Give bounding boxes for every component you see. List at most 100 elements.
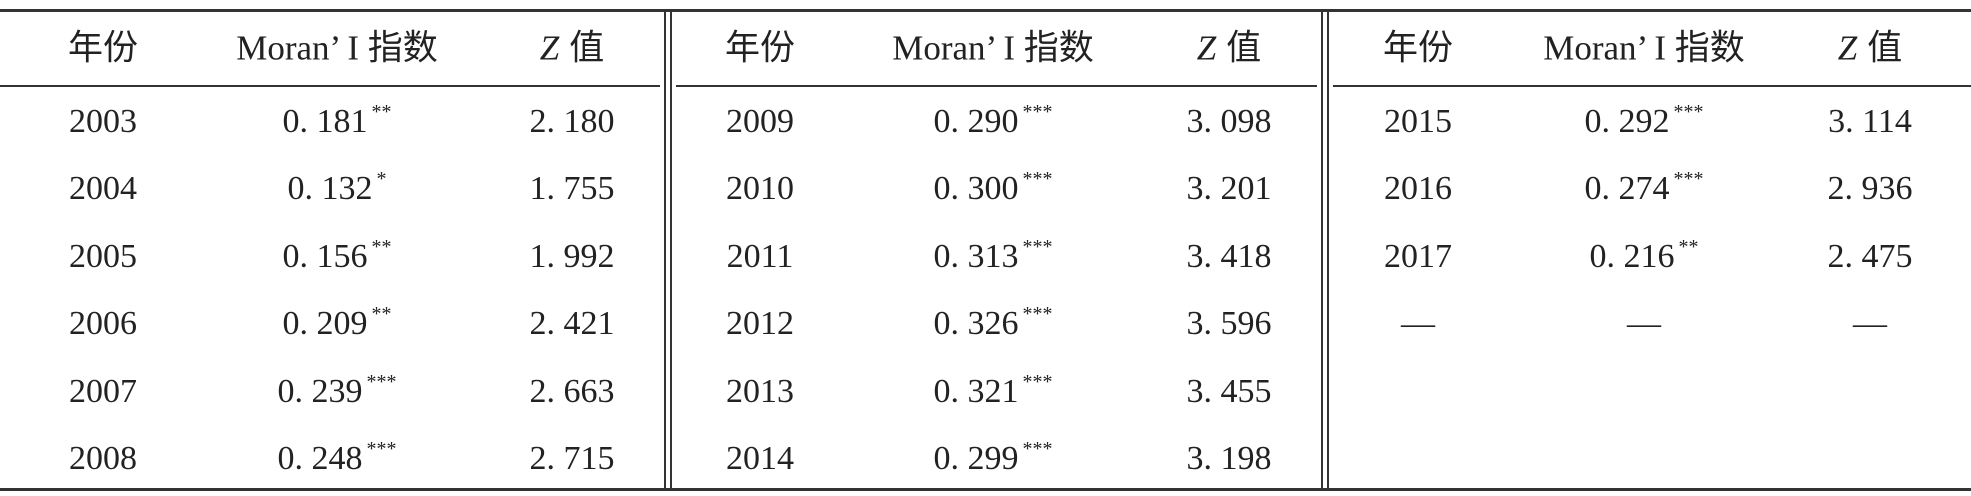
table-cell: — [1627, 305, 1661, 343]
table-cell: 2016 [1384, 170, 1452, 208]
table-cell: 2012 [726, 305, 794, 343]
moran-value: 0. 299 [933, 440, 1019, 477]
significance: *** [1022, 370, 1053, 393]
header-text: Moran’ I 指数 [1543, 28, 1745, 68]
moran-value: 0. 181 [282, 103, 368, 140]
significance: ** [371, 303, 392, 326]
significance: ** [371, 101, 392, 123]
divider [670, 9, 672, 491]
significance: *** [1022, 438, 1053, 460]
significance: *** [366, 370, 397, 393]
table-cell: 2. 475 [1827, 237, 1913, 275]
table-cell: 3. 418 [1186, 237, 1272, 275]
table-cell: 3. 098 [1186, 103, 1272, 140]
table-cell: 2. 180 [529, 103, 615, 140]
column-header: Moran’ I 指数 [892, 31, 1094, 66]
table-cell: 0. 209 ** [282, 304, 392, 343]
table-cell: 2006 [69, 305, 137, 343]
significance: * [376, 168, 387, 191]
table-cell: 2. 421 [529, 305, 615, 343]
table-cell: 3. 114 [1828, 103, 1912, 140]
top-rule [0, 9, 1971, 12]
significance: ** [371, 235, 392, 258]
table-cell: 0. 321 *** [933, 372, 1053, 410]
header-rule [676, 85, 1317, 87]
table-cell: 1. 992 [529, 237, 615, 275]
moran-value: 0. 209 [282, 305, 368, 343]
table-cell: — [1401, 305, 1435, 343]
table-cell: 0. 313 *** [933, 237, 1053, 275]
table-cell: 0. 290 *** [933, 102, 1053, 140]
table-cell: 0. 326 *** [934, 304, 1053, 341]
moran-value: 0. 132 [287, 170, 373, 208]
table-cell: 0. 216 ** [1589, 237, 1699, 275]
divider [1321, 9, 1323, 491]
table-cell: 0. 299 *** [933, 439, 1053, 477]
header-text: Z [1196, 28, 1217, 68]
table-cell: 0. 156 ** [282, 237, 392, 275]
significance: ** [1678, 235, 1699, 258]
moran-value: 0. 239 [277, 372, 363, 410]
table-cell: 0. 300 *** [933, 169, 1053, 208]
header-text: 值 [1867, 28, 1903, 68]
moran-value: 0. 248 [277, 440, 363, 477]
moran-value: 0. 290 [933, 103, 1019, 140]
table-cell: 2015 [1384, 103, 1452, 140]
significance: *** [1022, 235, 1053, 258]
header-text: 年份 [67, 28, 139, 68]
table-cell: — [1853, 305, 1887, 343]
header-text: Moran’ I 指数 [236, 28, 438, 68]
table-cell: 0. 132 * [287, 169, 387, 208]
table-cell: 2003 [69, 103, 137, 140]
divider [1327, 9, 1329, 491]
table-cell: 2010 [726, 170, 794, 208]
table-cell: 3. 201 [1186, 170, 1272, 208]
divider [664, 9, 666, 491]
table-cell: 0. 239 *** [277, 372, 397, 410]
header-text: Z [1837, 28, 1858, 68]
table-cell: 2009 [726, 103, 794, 140]
table-cell: 2. 663 [529, 372, 615, 410]
table-cell: 2008 [69, 440, 137, 477]
header-rule [1333, 85, 1971, 87]
table-cell: 2013 [726, 372, 794, 410]
header-text: Moran’ I 指数 [892, 28, 1094, 68]
significance: *** [366, 438, 397, 460]
table-cell: 2. 936 [1827, 170, 1913, 208]
bottom-rule [0, 488, 1971, 491]
table-cell: 2017 [1384, 237, 1452, 275]
table-cell: 0. 274 *** [1585, 169, 1704, 206]
table-cell: 0. 292 *** [1584, 102, 1704, 140]
significance: *** [1673, 168, 1704, 191]
table-cell: 2014 [726, 440, 794, 477]
moran-value: 0. 156 [282, 237, 368, 275]
column-header: 年份 [1383, 31, 1453, 66]
header-text: 值 [569, 28, 605, 68]
table-cell: 0. 181 ** [282, 102, 392, 140]
table-cell: 0. 248 *** [277, 439, 397, 477]
significance: *** [1673, 101, 1704, 123]
table-cell: 3. 455 [1186, 372, 1272, 410]
significance: *** [1022, 168, 1053, 191]
column-header: Moran’ I 指数 [236, 31, 438, 66]
table-cell: 2. 715 [529, 440, 615, 477]
header-text: 年份 [1382, 28, 1454, 68]
moran-value: 0. 216 [1589, 237, 1675, 275]
moran-value: 0. 300 [933, 170, 1019, 208]
header-rule [0, 85, 660, 87]
moran-value: 0. 321 [933, 372, 1019, 410]
header-text: Z [539, 28, 560, 68]
moran-value: 0. 292 [1584, 103, 1670, 140]
moran-value: 0. 313 [933, 237, 1019, 275]
column-header: Moran’ I 指数 [1543, 31, 1745, 66]
header-text: 值 [1226, 28, 1262, 68]
column-header: 年份 [68, 31, 138, 66]
table-cell: 1. 755 [529, 170, 615, 208]
header-text: 年份 [724, 28, 796, 68]
table-cell: 3. 198 [1186, 440, 1272, 477]
column-header: 年份 [725, 31, 795, 66]
table-cell: 2005 [69, 237, 137, 275]
